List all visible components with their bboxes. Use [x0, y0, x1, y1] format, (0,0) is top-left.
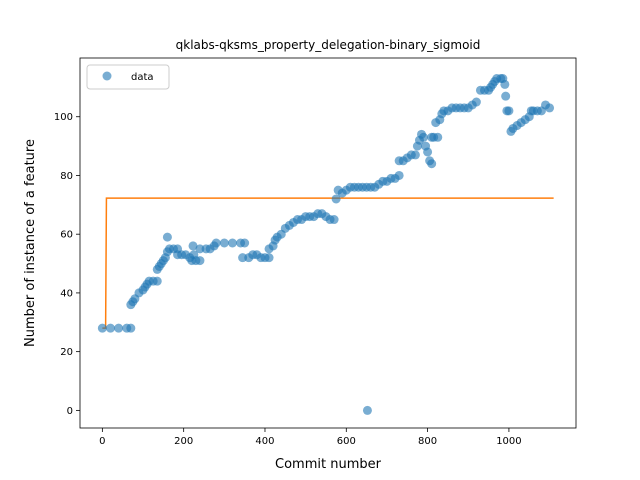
- y-tick-label: 20: [60, 347, 73, 358]
- x-tick-label: 200: [174, 436, 193, 447]
- y-tick-label: 40: [60, 288, 73, 299]
- data-point: [188, 241, 198, 251]
- data-point: [500, 79, 510, 89]
- x-tick-label: 400: [255, 436, 274, 447]
- x-tick-label: 1000: [496, 436, 521, 447]
- data-point: [219, 238, 229, 248]
- data-point: [195, 256, 205, 266]
- data-point: [471, 97, 481, 107]
- data-point: [329, 215, 339, 225]
- data-point: [162, 232, 172, 242]
- data-point: [410, 150, 420, 160]
- data-point: [240, 238, 250, 248]
- legend-box: [86, 64, 170, 90]
- data-point: [105, 323, 115, 333]
- data-point: [504, 106, 514, 116]
- data-point: [331, 194, 341, 204]
- data-point: [152, 276, 162, 286]
- plot-area: [79, 57, 577, 429]
- data-point: [362, 405, 372, 415]
- chart-title: qklabs-qksms_property_delegation-binary_…: [176, 38, 481, 52]
- data-point: [419, 132, 429, 142]
- x-tick-label: 0: [99, 436, 105, 447]
- data-point: [114, 323, 124, 333]
- legend: data: [86, 64, 170, 90]
- fit-line: [102, 197, 554, 329]
- data-point: [427, 159, 437, 169]
- data-point: [394, 170, 404, 180]
- legend-marker-data: [102, 71, 112, 81]
- y-tick-label: 0: [67, 406, 73, 417]
- data-point: [423, 147, 433, 157]
- y-tick-label: 100: [54, 112, 73, 123]
- data-point: [97, 323, 107, 333]
- x-tick-label: 600: [337, 436, 356, 447]
- points-layer: [97, 74, 555, 415]
- data-point: [501, 91, 511, 101]
- x-axis: 0 200 400 600 800 1000: [99, 428, 522, 447]
- data-point: [264, 253, 274, 263]
- data-point: [211, 238, 221, 248]
- legend-label-data: data: [131, 72, 154, 83]
- data-point: [227, 238, 237, 248]
- data-point: [433, 132, 443, 142]
- x-tick-label: 800: [418, 436, 437, 447]
- data-point: [126, 323, 136, 333]
- y-axis-label: Number of instance of a feature: [23, 139, 38, 347]
- data-point: [545, 103, 555, 113]
- fit-layer: [102, 197, 554, 329]
- y-tick-label: 80: [60, 171, 73, 182]
- y-tick-label: 60: [60, 230, 73, 241]
- y-axis: 0 20 40 60 80 100: [54, 112, 80, 417]
- x-axis-label: Commit number: [275, 457, 382, 472]
